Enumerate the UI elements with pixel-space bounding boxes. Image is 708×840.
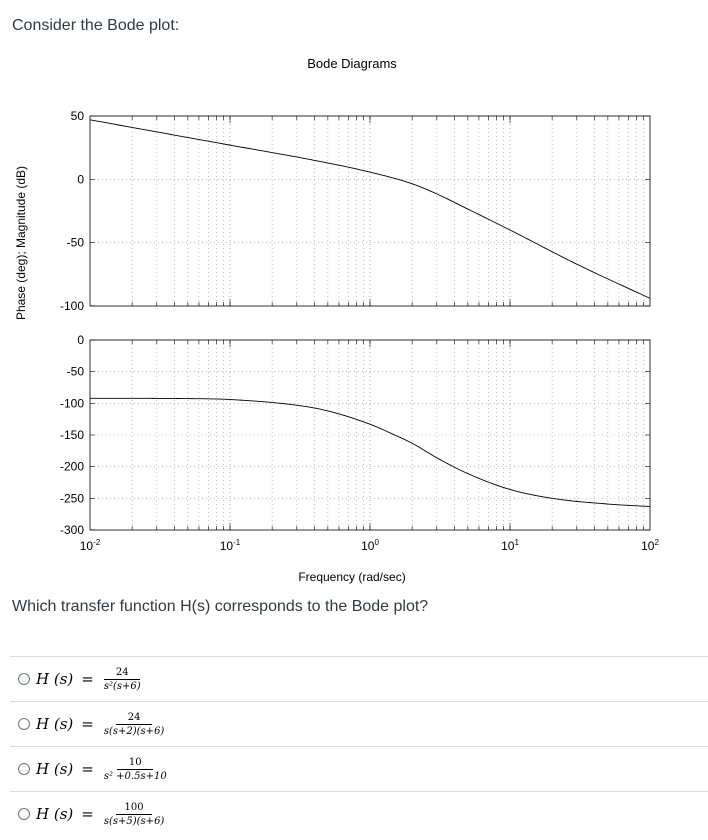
- answer-option-2[interactable]: H (s) = 24 s(s+2)(s+6): [10, 701, 708, 746]
- phase-y-tick-label: -150: [60, 428, 84, 442]
- x-tick-label: 101: [501, 538, 519, 553]
- fraction: 24 s²(s+6): [102, 667, 143, 692]
- denominator: s(s+2)(s+6): [103, 725, 165, 737]
- x-tick-label: 10-1: [220, 538, 241, 553]
- radio-button[interactable]: [18, 763, 30, 775]
- y-axis-label: Phase (deg); Magnitude (dB): [14, 166, 28, 320]
- phase-y-tick-label: -100: [60, 396, 84, 410]
- answer-option-3[interactable]: H (s) = 10 s² +0.5s+10: [10, 746, 708, 791]
- numerator: 24: [116, 712, 153, 725]
- transfer-function: H (s) = 24 s²(s+6): [36, 667, 143, 692]
- function-name: H (s): [36, 760, 74, 778]
- answer-option-1[interactable]: H (s) = 24 s²(s+6): [10, 656, 708, 701]
- x-tick-label: 100: [361, 538, 379, 553]
- radio-button[interactable]: [18, 808, 30, 820]
- x-axis-label: Frequency (rad/sec): [298, 570, 405, 584]
- phase-series-line: [90, 397, 651, 508]
- function-name: H (s): [36, 670, 74, 688]
- phase-y-tick-label: -250: [60, 491, 84, 505]
- phase-y-tick-label: -300: [60, 523, 84, 537]
- answer-option-4[interactable]: H (s) = 100 s(s+5)(s+6): [10, 791, 708, 836]
- magnitude-axes-frame: [89, 115, 651, 307]
- bode-plot-figure: Bode Diagrams Phase (deg); Magnitude (dB…: [14, 56, 660, 584]
- numerator: 24: [104, 667, 141, 680]
- magnitude-y-tick-label: 50: [71, 109, 85, 123]
- phase-y-tick-label: -200: [60, 460, 84, 474]
- denominator: s²(s+6): [103, 680, 141, 692]
- magnitude-y-tick-label: 0: [77, 172, 84, 186]
- function-name: H (s): [36, 805, 74, 823]
- phase-y-tick-label: -50: [67, 365, 85, 379]
- x-tick-labels: 10-2 10-1 100 101 102: [80, 538, 660, 553]
- function-name: H (s): [36, 715, 74, 733]
- magnitude-y-tick-label: -50: [67, 236, 85, 250]
- x-tick-label: 10-2: [80, 538, 101, 553]
- numerator: 100: [116, 802, 153, 815]
- transfer-function: H (s) = 24 s(s+2)(s+6): [36, 712, 166, 737]
- magnitude-series-line: [89, 119, 651, 299]
- chart-title: Bode Diagrams: [307, 56, 397, 71]
- radio-button[interactable]: [18, 673, 30, 685]
- transfer-function: H (s) = 100 s(s+5)(s+6): [36, 802, 166, 827]
- phase-axes-frame: [89, 339, 651, 531]
- radio-button[interactable]: [18, 718, 30, 730]
- denominator: s(s+5)(s+6): [103, 815, 165, 827]
- question-text: Which transfer function H(s) corresponds…: [12, 598, 429, 615]
- phase-plot: 0 -50 -100 -150 -200 -250 -300: [60, 333, 651, 537]
- question-prompt: Consider the Bode plot:: [12, 17, 180, 34]
- equals-sign: =: [81, 670, 94, 688]
- x-tick-label: 102: [641, 538, 659, 553]
- numerator: 10: [117, 757, 154, 770]
- fraction: 10 s² +0.5s+10: [102, 757, 169, 782]
- phase-y-tick-label: 0: [77, 333, 84, 347]
- magnitude-plot: 50 0 -50 -100: [60, 109, 651, 313]
- denominator: s² +0.5s+10: [103, 770, 167, 782]
- equals-sign: =: [81, 760, 94, 778]
- magnitude-y-tick-label: -100: [60, 299, 84, 313]
- equals-sign: =: [81, 805, 94, 823]
- transfer-function: H (s) = 10 s² +0.5s+10: [36, 757, 169, 782]
- fraction: 100 s(s+5)(s+6): [102, 802, 166, 827]
- answer-list: H (s) = 24 s²(s+6) H (s) = 24 s(s+2)(s+6…: [10, 656, 708, 836]
- fraction: 24 s(s+2)(s+6): [102, 712, 166, 737]
- equals-sign: =: [81, 715, 94, 733]
